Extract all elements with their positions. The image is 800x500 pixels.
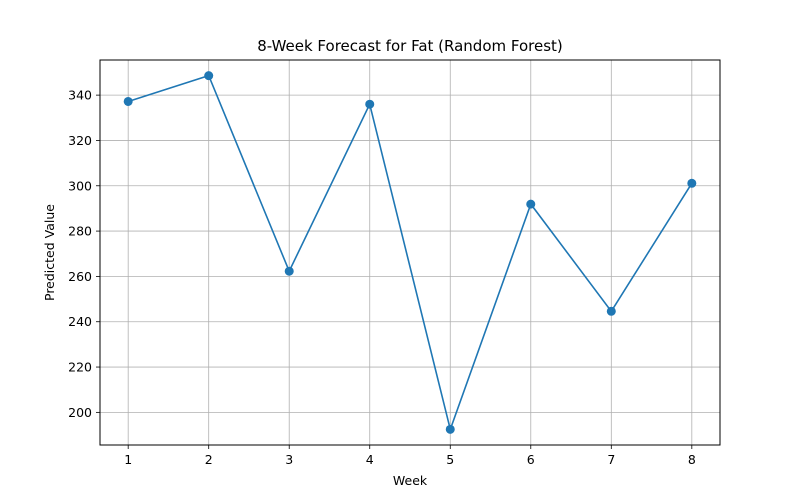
series-points <box>123 71 697 434</box>
data-point-week-6 <box>526 199 536 209</box>
y-tick-label: 300 <box>68 178 92 193</box>
x-tick-label: 6 <box>527 452 535 467</box>
data-point-week-8 <box>687 178 697 188</box>
x-tick-label: 3 <box>285 452 293 467</box>
x-tick-label: 5 <box>446 452 454 467</box>
grid-lines <box>100 60 720 445</box>
data-point-week-1 <box>123 96 133 106</box>
data-point-week-7 <box>606 306 616 316</box>
y-tick-label: 240 <box>68 314 92 329</box>
data-point-week-4 <box>365 99 375 109</box>
y-tick-label: 200 <box>68 405 92 420</box>
y-axis-label: Predicted Value <box>42 204 57 301</box>
x-tick-label: 8 <box>688 452 696 467</box>
data-point-week-5 <box>445 424 455 434</box>
x-axis-label: Week <box>393 473 428 488</box>
data-point-week-2 <box>204 71 214 81</box>
y-tick-label: 340 <box>68 88 92 103</box>
x-tick-label: 7 <box>607 452 615 467</box>
y-tick-label: 260 <box>68 269 92 284</box>
y-tick-label: 280 <box>68 224 92 239</box>
data-point-week-3 <box>284 266 294 276</box>
y-axis-ticks: 200 220 240 260 280 300 320 340 <box>68 88 100 420</box>
y-tick-label: 220 <box>68 360 92 375</box>
chart-title: 8-Week Forecast for Fat (Random Forest) <box>257 37 563 55</box>
x-tick-label: 4 <box>366 452 374 467</box>
y-tick-label: 320 <box>68 133 92 148</box>
x-tick-label: 2 <box>205 452 213 467</box>
series-line <box>127 74 693 433</box>
plot-area-frame <box>99 59 721 446</box>
x-axis-ticks: 1 2 3 4 5 6 7 8 <box>124 445 696 467</box>
x-tick-label: 1 <box>124 452 132 467</box>
